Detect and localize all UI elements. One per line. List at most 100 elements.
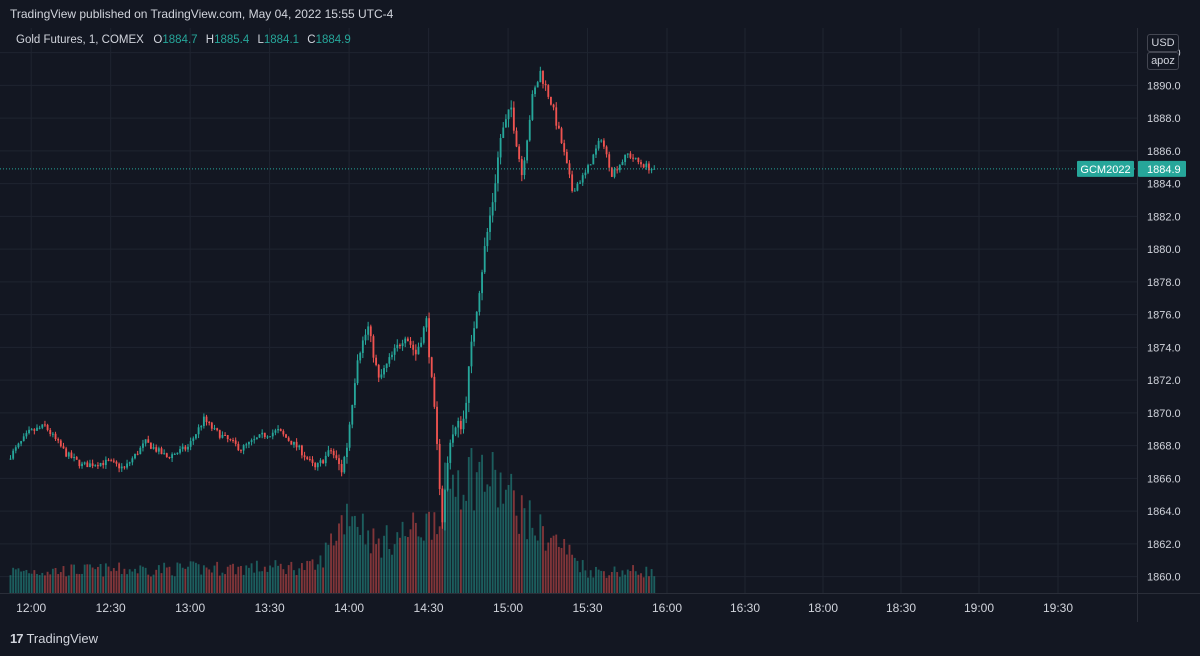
candle-body (454, 427, 457, 435)
volume-bar (49, 574, 52, 593)
volume-bar (568, 544, 571, 593)
volume-bar (192, 561, 195, 593)
candle-body (401, 343, 404, 347)
candle-body (438, 443, 441, 490)
candle-body (298, 445, 301, 448)
candle-body (361, 340, 364, 353)
volume-bar (531, 527, 534, 593)
symbol-name[interactable]: Gold Futures, 1, COMEX (16, 34, 144, 46)
candle-body (409, 341, 412, 345)
candle-body (12, 450, 15, 459)
candle-body (380, 374, 383, 378)
candle-body (618, 164, 621, 171)
volume-bar (269, 565, 272, 593)
candle-body (176, 452, 179, 454)
time-tick-label: 15:00 (493, 601, 523, 615)
volume-bar (507, 484, 510, 593)
unit-button[interactable]: apoz (1147, 52, 1179, 70)
volume-bar (364, 544, 367, 593)
volume-bar (142, 566, 144, 593)
candle-body (266, 436, 269, 438)
volume-bar (324, 542, 327, 593)
candle-body (277, 429, 279, 431)
volume-bar (208, 569, 211, 593)
candle-body (573, 190, 576, 192)
time-tick-label: 14:30 (414, 601, 444, 615)
candle-body (149, 442, 152, 449)
volume-bar (22, 570, 25, 593)
volume-bar (147, 574, 150, 593)
candle-body (640, 162, 642, 165)
candle-body (385, 363, 388, 369)
candlestick-chart[interactable]: 1860.0 1862.0 1864.0 1866.0 1868.0 1870.0 1872… (0, 28, 1200, 622)
candle-body (563, 143, 566, 152)
candle-body (282, 431, 285, 435)
volume-bar (552, 535, 555, 593)
candle-body (430, 357, 433, 377)
volume-bar (83, 564, 86, 593)
candle-body (110, 460, 113, 462)
candle-body (364, 334, 367, 341)
volume-bar (110, 571, 113, 593)
candle-body (579, 182, 582, 184)
candle-body (637, 157, 640, 163)
volume-bar (295, 575, 298, 593)
candle-body (234, 440, 237, 444)
candle-body (404, 338, 407, 344)
volume-bar (361, 513, 364, 593)
volume-bar (436, 534, 438, 593)
volume-bar (422, 540, 425, 593)
candle-body (41, 424, 44, 428)
volume-bar (420, 537, 423, 593)
candle-body (359, 352, 362, 361)
candle-body (322, 460, 325, 464)
candle-body (473, 328, 476, 342)
price-tick-label: 1864.0 (1147, 506, 1181, 518)
time-tick-label: 13:30 (255, 601, 285, 615)
candle-body (512, 107, 515, 131)
candle-body (99, 462, 102, 467)
volume-bar (67, 575, 70, 593)
candle-body (245, 444, 248, 446)
volume-bar (380, 557, 383, 593)
candle-body (226, 435, 229, 440)
candle-body (338, 458, 340, 464)
volume-bar (613, 566, 616, 593)
volume-bar (38, 575, 41, 593)
candle-body (300, 445, 303, 456)
chart-pane[interactable]: 1860.0 1862.0 1864.0 1866.0 1868.0 1870.0 1872… (0, 28, 1200, 622)
volume-bar (104, 563, 107, 593)
volume-bar (608, 575, 611, 593)
candle-body (388, 357, 391, 364)
candle-body (645, 163, 648, 168)
candle-body (451, 434, 454, 443)
candle-body (107, 459, 110, 461)
price-tick-label: 1880.0 (1147, 244, 1181, 256)
candle-body (91, 463, 94, 466)
candle-body (168, 457, 171, 459)
candle-body (560, 128, 563, 144)
candle-body (610, 167, 613, 177)
volume-bar (441, 488, 444, 593)
volume-bar (99, 563, 102, 593)
price-tick-label: 1878.0 (1147, 277, 1181, 289)
candle-body (263, 432, 266, 438)
volume-bar (189, 561, 192, 593)
volume-bar (595, 566, 597, 593)
candle-body (632, 157, 634, 159)
volume-bar (330, 533, 332, 593)
currency-button[interactable]: USD (1147, 34, 1179, 52)
volume-bar (210, 572, 213, 593)
candle-body (634, 157, 637, 159)
price-tick-label: 1882.0 (1147, 211, 1181, 223)
volume-bar (319, 555, 322, 593)
volume-bar (428, 511, 430, 593)
tradingview-logo[interactable]: 17 TradingView (10, 631, 98, 646)
volume-bar (346, 503, 348, 593)
volume-bar (314, 569, 317, 593)
candle-body (112, 460, 115, 462)
volume-bar (616, 572, 619, 593)
time-tick-label: 12:00 (16, 601, 46, 615)
candle-body (306, 457, 309, 459)
candle-body (218, 430, 221, 438)
